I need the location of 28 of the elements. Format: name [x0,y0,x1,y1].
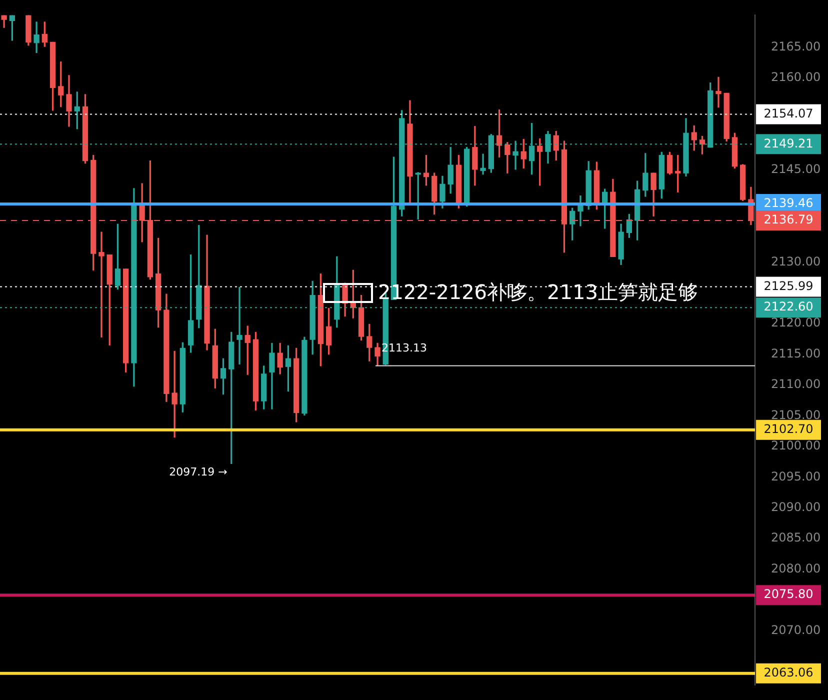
annotation: 2097.19 → [169,466,228,479]
ref-line-label: 2125.99 [764,278,814,293]
y-tick-label: 2130.00 [771,254,821,268]
y-tick-label: 2100.00 [771,438,821,453]
ref-line-label: 2149.21 [764,136,814,150]
y-tick-label: 2105.00 [771,408,821,422]
candlestick [480,154,486,175]
ref-line-label: 2075.80 [764,587,814,602]
ref-line-label: 2136.79 [764,212,814,227]
candlestick [98,232,104,338]
y-tick-label: 2165.00 [771,39,821,54]
candlestick [172,350,178,438]
y-tick-label: 2110.00 [771,377,821,392]
y-tick-label: 2095.00 [771,469,821,484]
y-tick-label: 2070.00 [771,622,821,637]
y-tick-label: 2115.00 [771,346,821,360]
ref-line-label: 2122.60 [764,300,814,314]
ref-line-label: 2063.06 [764,666,814,680]
y-tick-label: 2085.00 [771,530,821,545]
candlestick [716,76,722,108]
y-tick-label: 2090.00 [771,500,821,514]
y-tick-label: 2080.00 [771,561,821,576]
ref-line-label: 2102.70 [764,422,814,436]
ref-line-label: 2154.07 [764,106,814,120]
y-tick-label: 2160.00 [771,70,821,84]
y-tick-label: 2120.00 [771,316,821,330]
y-tick-label: 2145.00 [771,162,821,176]
ref-line-label: 2139.46 [764,196,814,210]
